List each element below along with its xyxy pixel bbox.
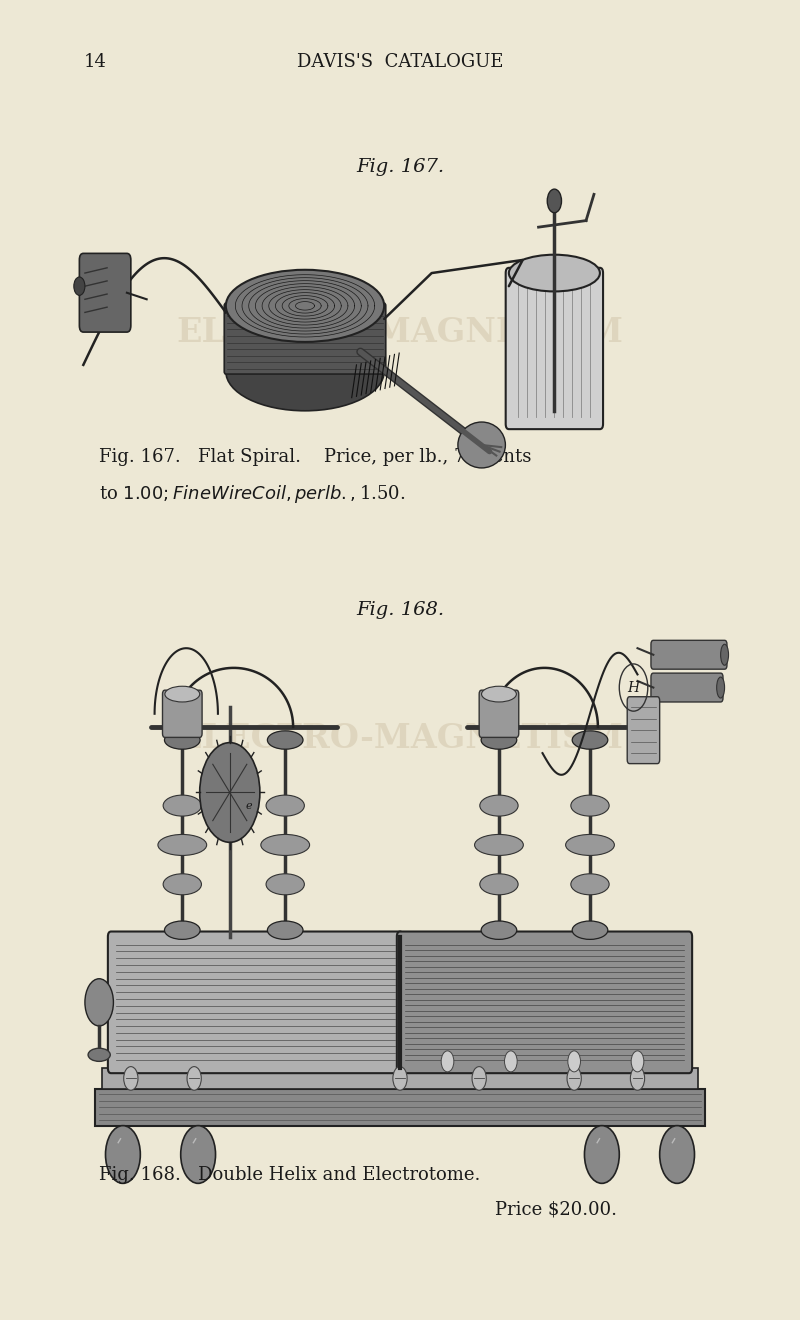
Text: H: H [627,681,640,694]
Circle shape [124,1067,138,1090]
Ellipse shape [165,686,200,702]
Circle shape [106,1126,140,1183]
Circle shape [472,1067,486,1090]
Ellipse shape [165,921,200,940]
Text: ELECTRO-MAGNETISM: ELECTRO-MAGNETISM [177,315,623,348]
Ellipse shape [226,269,384,342]
Circle shape [505,1051,517,1072]
Text: Fig. 168.   Double Helix and Electrotome.: Fig. 168. Double Helix and Electrotome. [99,1167,481,1184]
Ellipse shape [163,795,202,816]
Ellipse shape [571,795,609,816]
Text: Fig. 168.: Fig. 168. [356,601,444,619]
Ellipse shape [482,686,516,702]
Circle shape [547,189,562,213]
Circle shape [441,1051,454,1072]
Ellipse shape [717,677,725,698]
Circle shape [74,277,85,296]
Ellipse shape [721,644,729,665]
FancyBboxPatch shape [224,304,386,374]
Circle shape [393,1067,407,1090]
Text: to $1.00 ;  Fine Wire Coil, per lb., $1.50.: to $1.00 ; Fine Wire Coil, per lb., $1.5… [99,483,406,506]
Ellipse shape [267,731,303,750]
Ellipse shape [158,834,206,855]
Ellipse shape [226,333,384,411]
Bar [95,1089,705,1126]
Text: e: e [246,801,252,810]
Ellipse shape [572,921,608,940]
Text: 14: 14 [83,53,106,71]
Circle shape [567,1067,582,1090]
Text: Fig. 167.: Fig. 167. [356,157,444,176]
Ellipse shape [458,422,506,467]
Circle shape [630,1067,645,1090]
Ellipse shape [481,921,517,940]
Ellipse shape [88,1048,110,1061]
FancyBboxPatch shape [162,690,202,738]
Text: DAVIS'S  CATALOGUE: DAVIS'S CATALOGUE [297,53,503,71]
Ellipse shape [163,874,202,895]
Ellipse shape [572,731,608,750]
FancyBboxPatch shape [651,640,727,669]
Ellipse shape [509,255,600,292]
FancyBboxPatch shape [506,268,603,429]
Ellipse shape [571,874,609,895]
Circle shape [187,1067,202,1090]
FancyBboxPatch shape [479,690,518,738]
Circle shape [631,1051,644,1072]
Circle shape [181,1126,215,1183]
Bar [102,1068,698,1089]
Ellipse shape [266,874,304,895]
Circle shape [200,743,260,842]
Text: Price $20.00.: Price $20.00. [495,1200,617,1218]
Ellipse shape [267,921,303,940]
FancyBboxPatch shape [79,253,131,333]
Ellipse shape [566,834,614,855]
Ellipse shape [266,795,304,816]
FancyBboxPatch shape [627,697,660,764]
Circle shape [85,978,114,1026]
FancyBboxPatch shape [108,932,403,1073]
FancyBboxPatch shape [651,673,723,702]
Text: Fig. 167.   Flat Spiral.    Price, per lb., 75 cents: Fig. 167. Flat Spiral. Price, per lb., 7… [99,447,531,466]
Ellipse shape [165,731,200,750]
Circle shape [568,1051,581,1072]
Circle shape [660,1126,694,1183]
Circle shape [585,1126,619,1183]
FancyBboxPatch shape [397,932,692,1073]
Text: ELECTRO-MAGNETISM: ELECTRO-MAGNETISM [177,722,623,755]
Ellipse shape [480,874,518,895]
Ellipse shape [261,834,310,855]
Ellipse shape [481,731,517,750]
Ellipse shape [480,795,518,816]
Ellipse shape [474,834,523,855]
